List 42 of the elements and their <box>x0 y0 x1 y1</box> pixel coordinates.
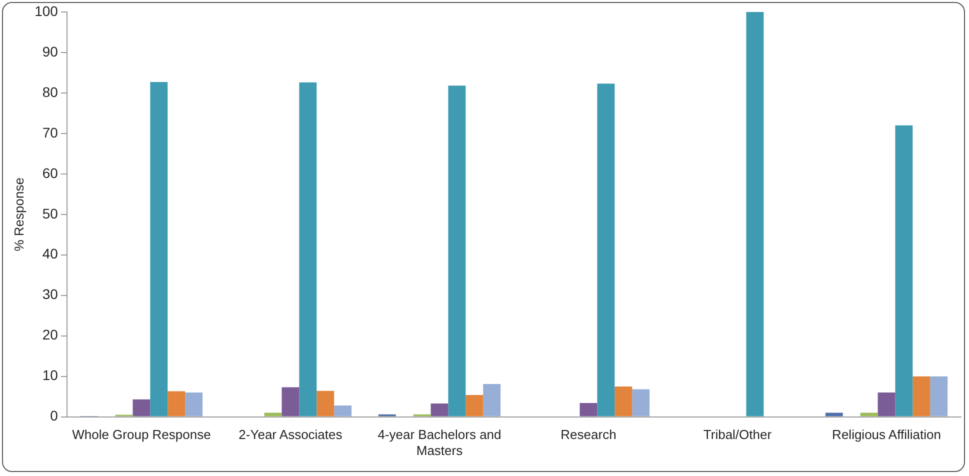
y-tick-label: 50 <box>42 205 58 222</box>
y-axis-title: % Response <box>11 178 26 252</box>
bar <box>132 399 150 416</box>
bar <box>614 386 632 416</box>
bar <box>430 403 448 416</box>
x-tick-label: Religious Affiliation <box>832 427 941 442</box>
x-tick-label: Tribal/Other <box>703 427 772 442</box>
x-tick-label: 4-year Bachelors and Masters <box>378 427 502 458</box>
y-tick-label: 40 <box>42 246 58 262</box>
bar <box>825 412 843 416</box>
bar <box>334 405 352 416</box>
y-tick-label: 60 <box>42 164 58 181</box>
bar <box>185 392 203 416</box>
x-tick-label: Whole Group Response <box>72 427 211 442</box>
bar <box>746 12 764 416</box>
bar <box>168 391 186 416</box>
y-tick-label: 80 <box>42 84 58 100</box>
y-tick-label: 90 <box>42 43 58 60</box>
bar <box>282 387 300 416</box>
bar <box>895 125 913 416</box>
bar <box>597 84 615 416</box>
bar <box>912 376 930 416</box>
y-tick-label: 30 <box>42 286 58 302</box>
x-tick-label: 2-Year Associates <box>238 427 343 442</box>
bar <box>299 82 317 416</box>
y-tick-label: 100 <box>34 2 58 19</box>
bar <box>150 82 168 416</box>
bar <box>448 86 466 416</box>
bar <box>466 394 484 416</box>
bar <box>316 390 334 416</box>
bar <box>632 389 650 416</box>
bar <box>483 384 501 416</box>
y-tick-label: 70 <box>42 124 58 140</box>
bar <box>264 412 282 416</box>
y-tick-label: 10 <box>42 367 58 384</box>
y-tick-label: 20 <box>42 326 58 343</box>
bar <box>878 392 896 416</box>
bar <box>930 376 948 416</box>
bar <box>580 403 598 416</box>
bar <box>860 412 878 416</box>
x-tick-label: Research <box>560 427 616 442</box>
y-tick-label: 0 <box>50 408 58 424</box>
